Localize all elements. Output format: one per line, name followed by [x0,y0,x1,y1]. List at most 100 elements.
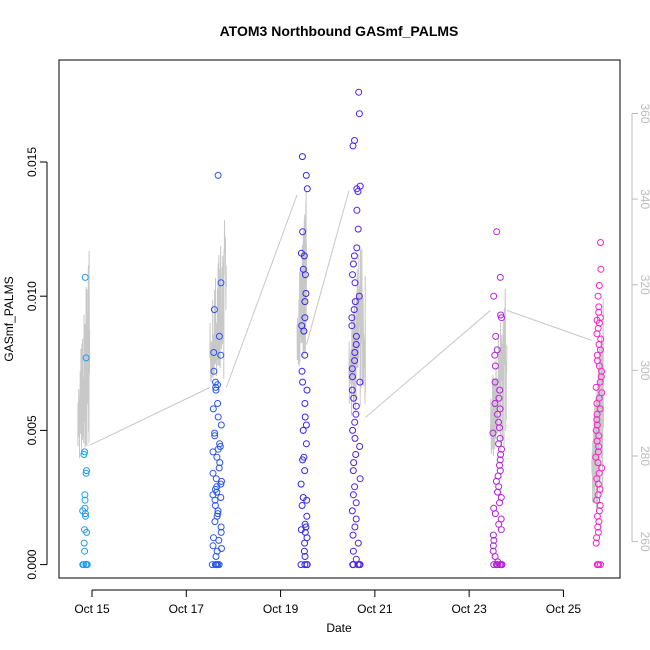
series-line-connector [365,310,491,418]
data-point [496,461,503,469]
series-line-segment [209,220,227,383]
data-point [594,292,602,300]
data-point [301,400,309,407]
data-point [349,426,357,434]
data-point [298,502,306,509]
data-point [351,418,359,426]
data-point [490,292,498,300]
data-point [210,306,218,314]
data-point [596,502,604,509]
data-point [354,539,362,547]
x-tick-label: Oct 15 [74,602,110,616]
data-point [81,273,89,281]
data-point [596,346,604,354]
data-point [491,362,499,370]
data-point [498,314,505,322]
data-point [351,298,359,306]
x-tick-label: Oct 19 [263,602,299,616]
data-point [352,499,360,507]
data-point [301,271,309,279]
data-point [297,480,305,488]
data-point [597,265,605,273]
data-point [302,290,310,297]
data-point [299,228,307,236]
y-axis-left: 0.000 0.005 0.010 0.015 [25,147,48,580]
data-point [208,561,216,569]
data-point [80,451,88,458]
data-point [82,354,90,362]
data-point [215,561,223,569]
data-point [301,298,309,306]
data-point [593,400,601,407]
data-point [494,410,501,418]
x-axis: Oct 15 Oct 17 Oct 19 Oct 21 Oct 23 Oct 25 [74,589,581,616]
series-line-connector [306,190,350,345]
data-point [349,260,357,268]
data-point [214,413,222,421]
series-line-connector [506,309,592,341]
y-right-tick-label: 260 [638,532,650,552]
x-tick-label: Oct 17 [169,602,205,616]
data-point [82,512,89,520]
data-point [298,153,306,161]
data-point [213,453,221,461]
data-point [496,405,504,413]
data-point [210,534,217,542]
data-point [593,330,601,338]
chart-title: ATOM3 Northbound GASmf_PALMS [220,23,459,39]
data-point [496,386,504,394]
data-point [217,528,225,536]
data-point [212,383,220,391]
data-point [498,561,506,569]
data-point [349,491,357,499]
y-left-tick-label: 0.005 [25,415,39,445]
data-point [350,394,358,402]
data-point [495,394,503,402]
data-point [351,349,359,356]
data-point [356,378,364,386]
data-point [592,539,600,547]
data-point [596,405,604,413]
data-point [496,273,504,281]
data-point [352,402,360,410]
data-point [303,512,311,520]
data-point [496,424,503,432]
data-point [300,327,308,335]
data-point [349,373,356,381]
y-right-tick-label: 280 [638,446,650,466]
data-point [217,421,225,429]
y-axis-right: 260 280 300 320 340 360 [631,103,650,552]
data-point [301,561,309,569]
data-point [349,547,357,555]
data-point [489,531,497,539]
data-point [348,322,356,330]
data-point [349,561,357,569]
data-point [82,469,90,477]
data-point [211,496,219,504]
data-point [596,378,604,386]
data-point [489,429,497,437]
data-point [598,367,606,375]
data-point [218,477,225,485]
data-point [348,386,356,394]
data-point [210,367,218,375]
data-point [351,523,359,531]
data-point [495,520,503,528]
data-point [351,357,359,365]
data-point [211,429,219,437]
data-point [493,561,501,569]
data-point [81,510,89,518]
data-point [593,416,601,424]
data-point [352,515,360,523]
data-point [215,536,223,544]
data-point [349,467,357,475]
data-point [298,367,306,375]
data-point [494,488,501,496]
data-point [301,539,309,547]
plot-frame [58,59,621,579]
data-point [299,378,307,386]
data-point [301,413,309,421]
data-point [491,510,499,518]
data-point [302,440,310,448]
